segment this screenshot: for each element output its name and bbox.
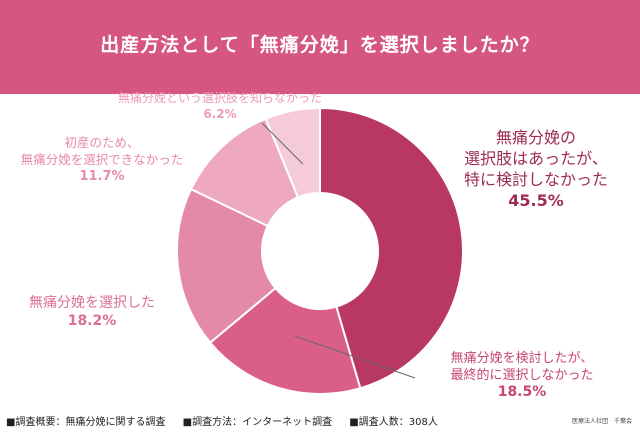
slice-label-line: 特に検討しなかった xyxy=(463,170,608,189)
footer-survey-method: ■調査方法：インターネット調査 xyxy=(182,417,333,428)
slice-label-3: 初産のため、無痛分娩を選択できなかった 11.7% xyxy=(2,134,202,185)
pie-slice-2 xyxy=(176,187,277,345)
pie-slice-1 xyxy=(208,286,362,395)
footer-survey-summary: ■調査概要：無痛分娩に関する調査 xyxy=(6,417,166,428)
slice-label-2: 無痛分娩を選択した 18.2% xyxy=(2,294,182,330)
slice-percent: 18.2% xyxy=(67,313,117,329)
slice-label-line: 無痛分娩を検討したが、 xyxy=(450,351,594,366)
slice-label-line: 無痛分娩の xyxy=(495,128,576,147)
slice-label-0: 無痛分娩の選択肢はあったが、 特に検討しなかった 45.5% xyxy=(438,127,634,211)
chart-title: 出産方法として「無痛分娩」を選択しましたか？ xyxy=(100,34,540,56)
leader-line-1 xyxy=(261,122,304,165)
slice-label-line: 無痛分娩を選択した xyxy=(29,295,155,311)
slice-percent: 45.5% xyxy=(508,191,564,210)
slice-percent: 6.2% xyxy=(203,107,237,121)
slice-percent: 18.5% xyxy=(497,384,547,400)
slice-label-line: 初産のため、 xyxy=(64,135,140,150)
slice-percent: 11.7% xyxy=(79,169,125,184)
footer-notes: ■調査概要：無痛分娩に関する調査 ■調査方法：インターネット調査 ■調査人数：3… xyxy=(6,413,452,428)
slice-label-1: 無痛分娩を検討したが、 最終的に選択しなかった 18.5% xyxy=(410,350,634,401)
header-banner: 出産方法として「無痛分娩」を選択しましたか？ xyxy=(0,0,640,94)
organization-name: 医療法人社団 千葉会 xyxy=(571,418,632,425)
pie-slice-0 xyxy=(319,106,464,390)
slice-label-line: 最終的に選択しなかった xyxy=(450,368,594,383)
slice-label-line: 無痛分娩という選択肢を知らなかった xyxy=(117,91,322,105)
footer-survey-count: ■調査人数：308人 xyxy=(349,417,438,428)
leader-line-0 xyxy=(294,335,416,379)
slice-label-line: 選択肢はあったが、 xyxy=(464,149,608,168)
slice-label-line: 無痛分娩を選択できなかった xyxy=(20,152,184,167)
slice-label-4: 無痛分娩という選択肢を知らなかった 6.2% xyxy=(70,90,370,122)
pie-slice-4 xyxy=(264,106,321,199)
